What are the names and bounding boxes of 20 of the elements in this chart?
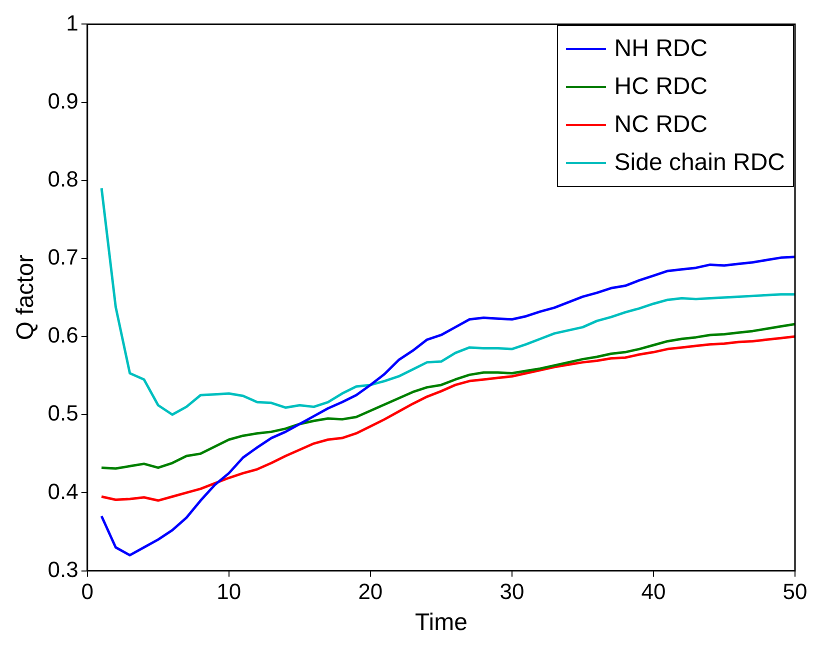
legend-label: NC RDC xyxy=(614,111,708,140)
x-tick-label: 10 xyxy=(216,579,242,604)
x-tick-label: 0 xyxy=(81,579,94,604)
x-tick-label: 40 xyxy=(641,579,666,604)
y-tick-label: 0.8 xyxy=(48,166,78,192)
x-tick-label: 30 xyxy=(500,579,524,604)
y-axis-title: Q factor xyxy=(12,254,40,340)
y-tick-label: 1 xyxy=(66,10,78,36)
y-tick-label: 0.9 xyxy=(48,88,78,114)
legend-label: NH RDC xyxy=(614,35,708,64)
y-tick-label: 0.6 xyxy=(48,322,78,348)
x-tick-label: 50 xyxy=(782,579,808,604)
y-tick-label: 0.7 xyxy=(48,244,78,270)
x-axis-title: Time xyxy=(414,609,468,636)
legend-label: HC RDC xyxy=(614,73,708,102)
legend-label: Side chain RDC xyxy=(614,149,785,178)
y-tick-label: 0.4 xyxy=(48,478,78,504)
y-tick-label: 0.5 xyxy=(48,400,78,426)
y-tick-label: 0.3 xyxy=(48,556,78,582)
x-tick-label: 20 xyxy=(358,579,383,604)
